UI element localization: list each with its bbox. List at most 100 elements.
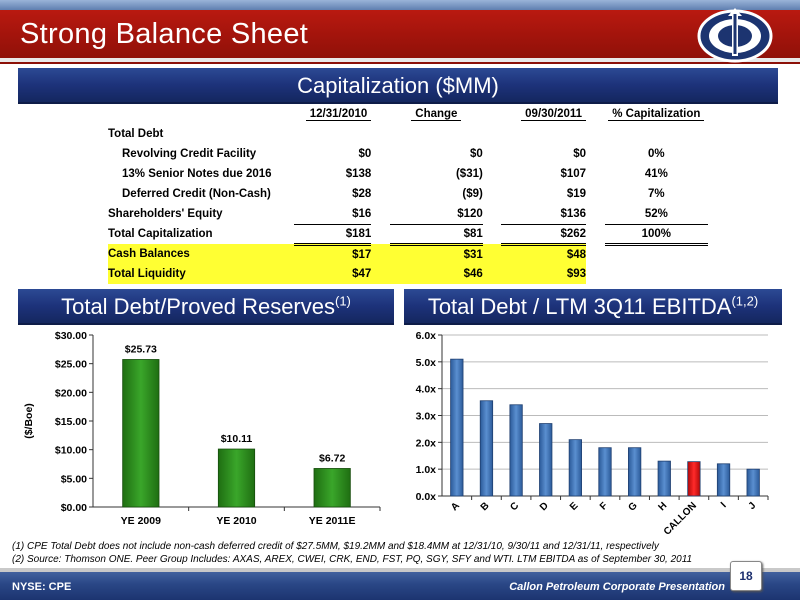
table-cell: 7% [648,188,665,200]
table-row: Total Debt [108,124,708,144]
table-gap [371,224,390,244]
table-gap [371,244,390,264]
table-cell: $47 [293,264,372,284]
y-tick-label: 0.0x [416,491,437,503]
table-cell: $93 [501,264,587,284]
table-gap [371,184,390,204]
table-gap [586,184,605,204]
debt-reserves-chart: $0.00 $5.00 $10.00 $15.00 $20.00 $25.00 $30.00… [18,327,394,535]
col-header-2011: 09/30/2011 [521,108,587,121]
table-gap [371,144,390,164]
capitalization-title: Capitalization ($MM) [297,73,499,98]
table-row: Total Capitalization $181 $81 $262 100% [108,224,708,246]
data-label: $10.11 [221,433,253,445]
row-label: Deferred Credit (Non-Cash) [122,188,271,200]
bar [628,447,642,497]
page-title: Strong Balance Sheet [20,18,309,50]
presentation-name: Callon Petroleum Corporate Presentation [509,581,725,593]
header-divider [0,58,800,62]
bar [687,461,701,497]
table-gap [586,264,605,284]
table-gap [483,164,502,184]
table-cell: $0 [358,148,372,160]
row-label: Total Liquidity [108,264,294,284]
x-tick-label: YE 2011E [309,515,356,527]
y-tick-label: $5.00 [61,473,87,485]
bar [509,404,523,497]
table-gap [371,204,390,224]
table-cell: $17 [293,244,372,264]
table-cell [390,124,483,144]
table-cell: $120 [389,204,483,225]
row-label: Shareholders' Equity [108,208,223,220]
debt-reserves-footnote-ref: (1) [335,293,351,309]
table-gap [586,124,605,144]
table-row: Total Liquidity $47 $46 $93 [108,264,708,284]
capitalization-table: 12/31/2010 Change 09/30/2011 % Capitaliz… [108,104,708,284]
y-tick-label: 3.0x [416,411,437,423]
table-gap [586,224,605,244]
table-gap [586,164,605,184]
table-gap [483,144,502,164]
y-tick-label: 5.0x [416,357,437,369]
table-gap [586,204,605,224]
table-row: Revolving Credit Facility $0 $0 $0 0% [108,144,708,164]
bar [598,447,612,497]
debt-ebitda-banner: Total Debt / LTM 3Q11 EBITDA(1,2) [404,289,782,325]
table-gap [482,264,502,284]
x-tick-label: YE 2009 [121,515,161,527]
bar [657,460,671,497]
table-gap [586,244,605,264]
debt-reserves-title: Total Debt/Proved Reserves [61,294,335,319]
table-cell: ($9) [462,188,483,200]
table-cell: $28 [352,188,372,200]
footer-bar: NYSE: CPE Callon Petroleum Corporate Pre… [0,568,800,600]
capitalization-banner: Capitalization ($MM) [18,68,778,104]
row-label: Revolving Credit Facility [122,148,257,160]
bar [217,448,256,508]
y-tick-label: $25.00 [55,359,87,371]
table-gap [483,124,502,144]
bar [568,439,582,497]
y-tick-label: $15.00 [55,416,87,428]
table-cell: $262 [501,224,587,246]
footnotes: (1) CPE Total Debt does not include non-… [12,540,782,566]
x-tick-label: J [747,500,759,512]
y-tick-label: $0.00 [61,502,87,514]
row-label: Total Capitalization [108,228,213,240]
footnote-1: (1) CPE Total Debt does not include non-… [12,541,659,552]
page-number: 18 [730,561,762,591]
y-tick-label: 2.0x [416,437,437,449]
y-tick-label: 6.0x [416,330,437,342]
debt-ebitda-title: Total Debt / LTM 3Q11 EBITDA [427,294,732,319]
table-gap [483,184,502,204]
table-cell [605,264,708,284]
y-axis-label: ($/Boe) [23,403,35,439]
header-top-band [0,0,800,10]
col-header-change: Change [411,108,462,121]
x-tick-label: YE 2010 [216,515,256,527]
table-gap [371,124,390,144]
table-cell [501,124,586,144]
data-label: $6.72 [319,452,345,464]
table-row: Deferred Credit (Non-Cash) $28 ($9) $19 7% [108,184,708,204]
debt-reserves-banner: Total Debt/Proved Reserves(1) [18,289,394,325]
table-cell: 41% [644,168,668,180]
row-label: Cash Balances [108,244,294,264]
table-cell: ($31) [455,168,483,180]
table-gap [483,204,502,224]
table-row: 13% Senior Notes due 2016 $138 ($31) $107 41… [108,164,708,184]
y-tick-label: $30.00 [55,330,87,342]
table-cell [605,244,708,264]
bar [479,400,494,497]
table-cell [605,124,708,144]
table-cell: $19 [566,188,587,200]
table-cell: $181 [293,224,372,246]
table-row: Shareholders' Equity $16 $120 $136 52% [108,204,708,225]
table-cell: $48 [501,244,587,264]
table-row: Cash Balances $17 $31 $48 [108,244,708,264]
footer-divider [0,568,800,572]
table-gap [483,224,502,244]
table-cell: $107 [560,168,587,180]
footnote-2: (2) Source: Thomson ONE. Peer Group Incl… [12,554,693,565]
